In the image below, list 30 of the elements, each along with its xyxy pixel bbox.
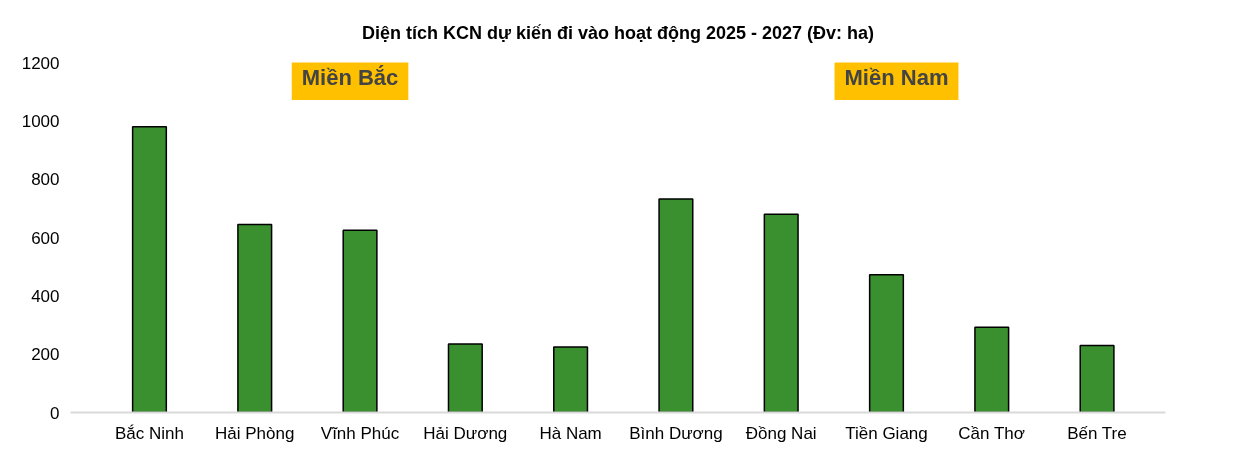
chart-title: Diện tích KCN dự kiến đi vào hoạt động 2025 - 2027 (Đv: ha): [361, 22, 875, 43]
y-tick-label: 800: [31, 170, 60, 190]
y-tick-label: 1000: [21, 111, 60, 131]
x-tick-label: Bình Dương: [629, 423, 723, 443]
x-tick-label: Hải Phòng: [215, 423, 295, 443]
bar: [237, 223, 273, 413]
x-tick-label: Hải Dương: [423, 423, 508, 443]
y-tick-label: 1200: [21, 53, 60, 73]
x-tick-label: Cần Thơ: [958, 423, 1025, 443]
y-tick-label: 200: [31, 345, 60, 365]
x-tick-label: Đồng Nai: [745, 423, 817, 443]
x-tick-label: Bến Tre: [1067, 423, 1127, 443]
bar: [658, 198, 694, 413]
x-tick-label: Tiền Giang: [845, 423, 928, 443]
bar: [868, 274, 905, 413]
y-tick-label: 600: [31, 228, 60, 248]
x-tick-label: Bắc Ninh: [114, 423, 184, 443]
bar: [553, 346, 589, 413]
bar: [342, 229, 378, 413]
x-tick-label: Vĩnh Phúc: [320, 423, 400, 443]
bar: [974, 326, 1010, 413]
bar: [1079, 344, 1115, 413]
annotation: Miền Bắc: [301, 65, 399, 90]
bar: [763, 213, 799, 413]
y-tick-label: 400: [31, 286, 60, 306]
x-tick-label: Hà Nam: [539, 423, 602, 443]
y-tick-label: 0: [50, 403, 60, 423]
bar: [447, 343, 483, 413]
bar: [131, 125, 168, 413]
annotation: Miền Nam: [844, 65, 949, 90]
